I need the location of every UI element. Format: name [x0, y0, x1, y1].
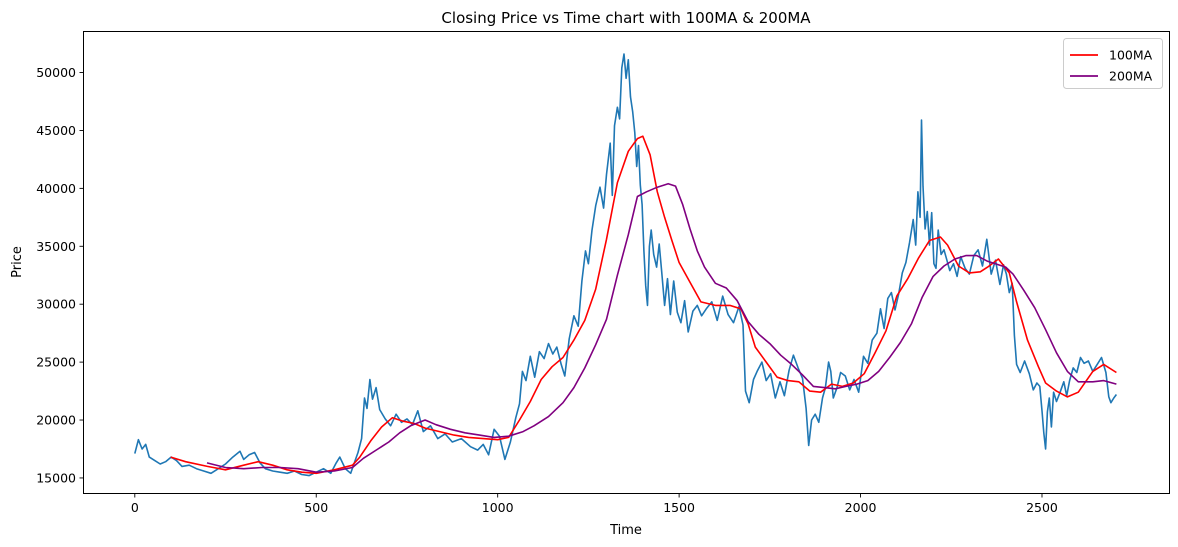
y-tick-label: 50000 [36, 65, 76, 80]
series-line-200ma [206, 182, 1117, 473]
legend: 100MA 200MA [1063, 38, 1163, 89]
y-axis: 15000 20000 25000 30000 35000 40000 45000 50000 [36, 65, 84, 485]
y-tick-label: 15000 [36, 470, 76, 485]
plot-frame [83, 31, 1170, 494]
x-tick-label: 2500 [1026, 500, 1058, 515]
y-tick-label: 35000 [36, 239, 76, 254]
y-tick-label: 25000 [36, 355, 76, 370]
x-tick-label: 1000 [482, 500, 514, 515]
chart-title: Closing Price vs Time chart with 100MA &… [441, 9, 811, 27]
series-line-closing-price [134, 53, 1118, 477]
legend-label-200ma: 200MA [1109, 69, 1153, 84]
x-tick-label: 1500 [663, 500, 695, 515]
y-tick-label: 20000 [36, 413, 76, 428]
y-axis-title: Price [10, 246, 25, 278]
legend-label-100ma: 100MA [1109, 48, 1153, 63]
series-line-100ma [170, 135, 1117, 475]
y-tick-label: 30000 [36, 297, 76, 312]
y-tick-label: 40000 [36, 181, 76, 196]
plot-area [134, 53, 1118, 477]
x-axis: 0 500 1000 1500 2000 2500 [131, 493, 1058, 515]
x-tick-label: 2000 [845, 500, 877, 515]
x-axis-title: Time [609, 523, 642, 538]
x-tick-label: 0 [131, 500, 139, 515]
x-tick-label: 500 [304, 500, 328, 515]
y-tick-label: 45000 [36, 123, 76, 138]
